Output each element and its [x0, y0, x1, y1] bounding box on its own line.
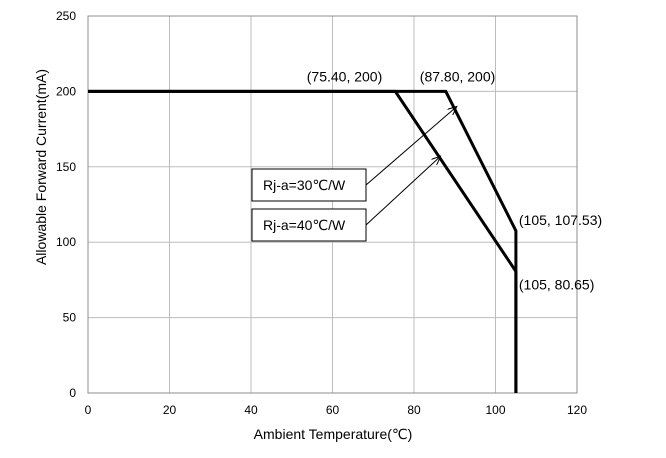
series-line-2	[88, 89, 518, 393]
y-tick-label: 100	[56, 235, 76, 249]
x-tick-label: 100	[485, 403, 505, 417]
x-tick-label: 80	[407, 403, 421, 417]
y-tick-label: 250	[56, 9, 76, 23]
callout-arrow	[365, 106, 457, 186]
plot-frame	[87, 15, 578, 394]
x-tick-label: 40	[244, 403, 258, 417]
x-tick-label: 0	[85, 403, 92, 417]
y-axis-ticks: 0 50 100 150 200 250	[56, 9, 76, 400]
y-axis-title: Allowable Forward Current(mA)	[33, 69, 49, 265]
x-tick-label: 20	[163, 403, 177, 417]
y-tick-label: 0	[69, 386, 76, 400]
y-tick-label: 50	[63, 311, 77, 325]
callouts: Rj-a=30℃/W Rj-a=40℃/W	[251, 106, 457, 242]
point-annotation: (105, 80.65)	[519, 276, 595, 292]
x-axis-ticks: 0 20 40 60 80 100 120	[85, 403, 588, 417]
callout-arrow	[365, 156, 440, 226]
point-annotation: (105, 107.53)	[519, 212, 602, 228]
x-tick-label: 60	[326, 403, 340, 417]
point-annotations: (75.40, 200) (87.80, 200) (105, 107.53) (10…	[307, 68, 602, 292]
y-tick-label: 200	[56, 84, 76, 98]
callout-label: Rj-a=40℃/W	[263, 217, 346, 233]
callout-label: Rj-a=30℃/W	[263, 177, 346, 193]
x-axis-title: Ambient Temperature(℃)	[254, 426, 413, 442]
series-lines	[88, 89, 518, 393]
callout-box	[251, 208, 367, 242]
point-annotation: (75.40, 200)	[307, 68, 383, 84]
point-annotation: (87.80, 200)	[420, 68, 496, 84]
callout-box	[251, 168, 367, 202]
y-tick-label: 150	[56, 160, 76, 174]
x-tick-label: 120	[567, 403, 587, 417]
